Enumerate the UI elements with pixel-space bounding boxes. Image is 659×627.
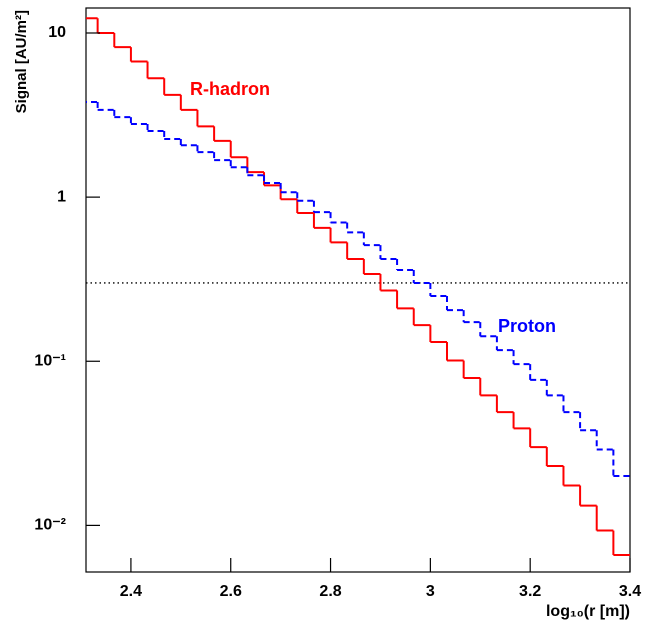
x-tick-label: 2.4 [120,583,142,600]
x-tick-label: 3.4 [619,583,641,600]
y-tick-label: 10 [48,24,66,41]
x-tick-label: 2.6 [220,583,242,600]
plot-frame [85,7,631,573]
plot-area [86,17,630,557]
y-tick-label: 10⁻² [34,517,66,534]
x-tick-label: 3.2 [519,583,541,600]
series-label: R-hadron [190,79,270,99]
y-tick-label: 1 [57,188,66,205]
y-tick-label: 10⁻¹ [34,352,66,369]
series-label: Proton [498,316,556,336]
y-axis-label: Signal [AU/m²] [13,10,30,113]
x-tick-label: 3 [426,583,435,600]
x-axis-label: log₁₀(r [m]) [546,603,630,620]
x-tick-label: 2.8 [319,583,341,600]
